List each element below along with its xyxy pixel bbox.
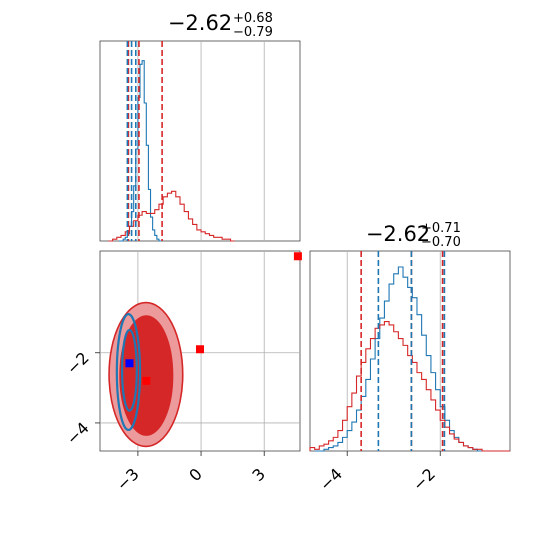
hist-bottom-title: −2.62 [366,222,430,246]
hist-top-title-median: −2.62 [168,11,232,35]
marker-marker_red [142,376,151,385]
contour-frame [99,250,301,452]
red-contour-inner [119,315,174,436]
hist-series-blue [118,60,162,242]
hist-top-frame [99,40,301,242]
hist-series-red [309,320,510,452]
x-tick-label: 0 [185,464,206,485]
hist-bottom-title-minus: −0.70 [421,235,461,250]
hist-top-content [108,41,265,242]
hist-bottom-title-plus: +0.71 [421,221,461,236]
hist-bottom-frame [309,250,511,452]
marker-marker_red [196,345,204,354]
y-tick-label: −2 [63,348,93,378]
y-tick-label: −4 [63,418,93,448]
hist-top-panel: −2.62 +0.68 −0.79 [99,11,301,242]
x-tick-label: 3 [248,464,269,485]
blue-contour-inner [121,328,138,412]
x-tick-label: −2 [409,464,439,494]
hist-top-title-minus: −0.79 [233,25,273,40]
x-tick-label: −4 [316,464,346,494]
hist-bottom-content [309,251,510,452]
hist-top-title: −2.62 [168,11,232,35]
hist-bottom-ticks: −4 −2 [316,451,441,495]
contour-panel: −3 0 3 −2 −4 [63,250,302,495]
hist-bottom-panel: −4 −2 −2.62 +0.71 −0.70 [309,221,511,495]
blue-contour-outer [115,313,142,432]
hist-bottom-title-median: −2.62 [366,222,430,246]
contour-content [100,251,302,451]
hist-top-title-plus: +0.68 [233,11,273,26]
marker-marker_red [293,252,302,261]
marker-marker_blue [125,359,134,368]
x-tick-label: −3 [113,464,143,494]
hist-series-red [108,190,235,242]
